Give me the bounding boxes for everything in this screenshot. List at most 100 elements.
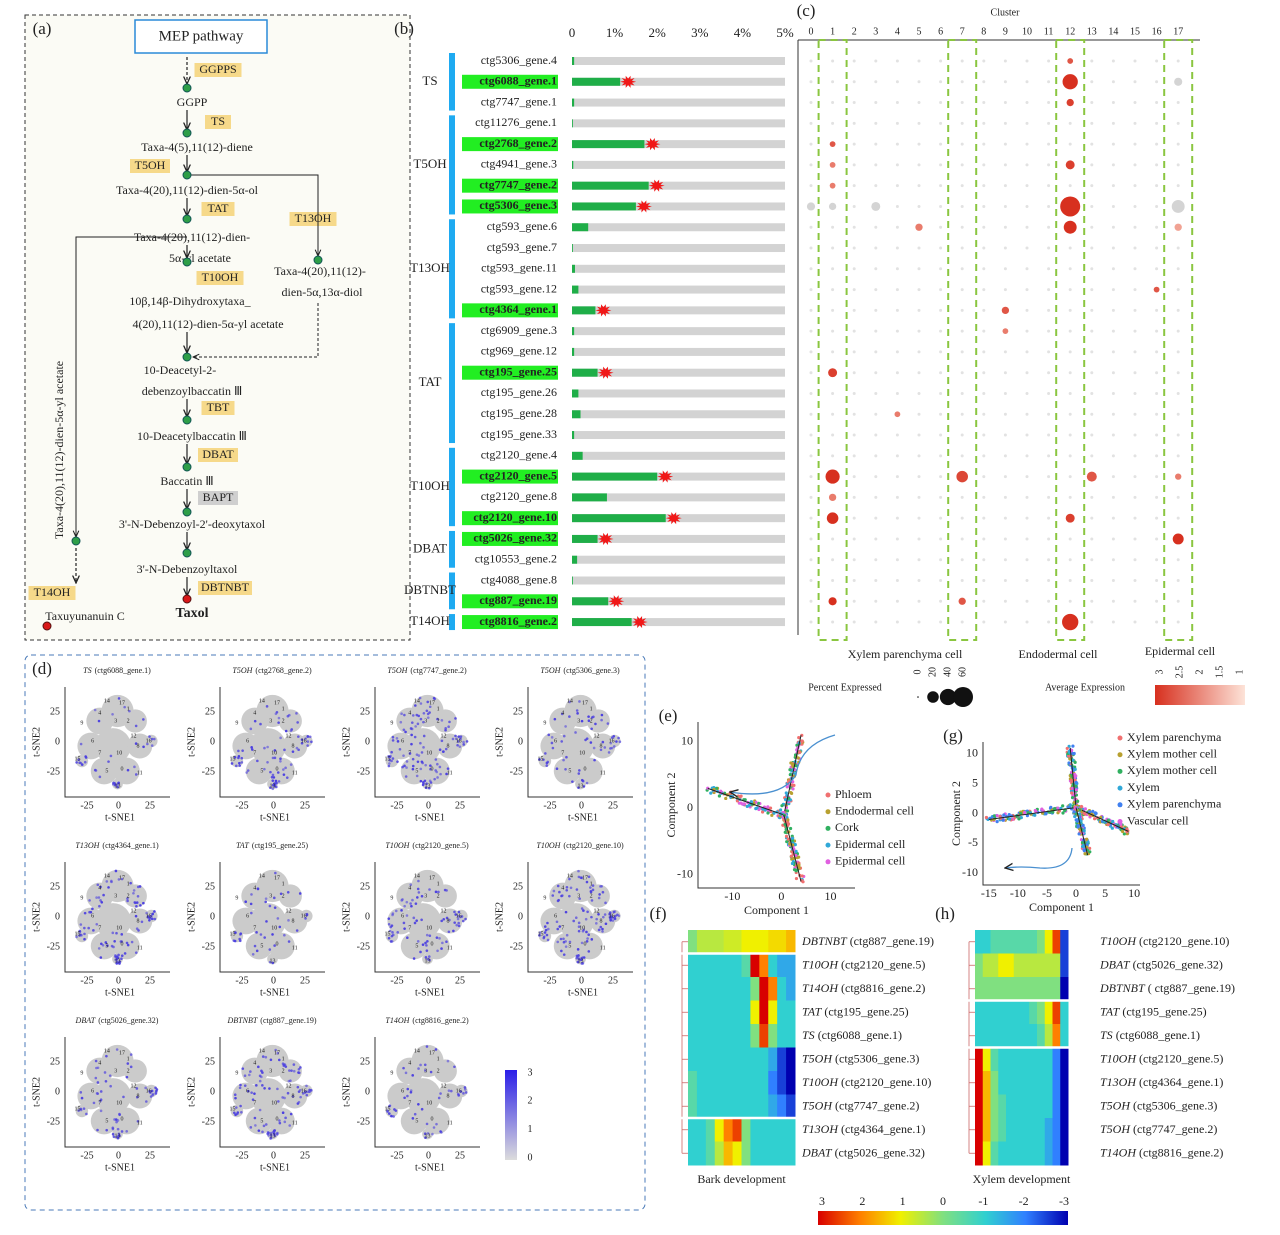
background-dot bbox=[1176, 620, 1180, 624]
group-label: T10OH bbox=[410, 478, 450, 493]
background-dot bbox=[852, 620, 856, 624]
gene-id: (ctg5306_gene.3) bbox=[563, 666, 620, 675]
cell-dot bbox=[254, 1124, 257, 1127]
enzyme-highlight bbox=[198, 581, 252, 595]
cluster-label: 3 bbox=[424, 893, 427, 899]
cell-dot bbox=[417, 879, 420, 883]
background-dot bbox=[1176, 101, 1180, 105]
row-label: T5OH (ctg5306_gene.3) bbox=[802, 1051, 919, 1065]
axis-line bbox=[219, 862, 325, 973]
cluster-highlight bbox=[1055, 39, 1086, 641]
cell-dot bbox=[1052, 807, 1057, 811]
cell-dot bbox=[239, 1083, 242, 1087]
x-tick-label: 3% bbox=[691, 25, 709, 40]
background-dot bbox=[939, 288, 943, 292]
gene-highlight bbox=[462, 469, 558, 484]
background-dot bbox=[1155, 537, 1159, 541]
enzyme-highlight bbox=[198, 491, 238, 505]
cell-dot bbox=[1056, 806, 1060, 810]
compound: Taxa-4(5),11(12)-diene bbox=[141, 140, 253, 154]
cluster-label: 14 bbox=[414, 873, 420, 879]
cluster-label: 9 bbox=[80, 720, 83, 726]
cluster-highlight bbox=[1163, 39, 1194, 641]
background-dot bbox=[809, 537, 813, 541]
background-dot bbox=[895, 184, 899, 188]
heat-cell bbox=[1044, 1094, 1053, 1119]
cell-dot bbox=[454, 737, 458, 741]
cell-dot bbox=[250, 1091, 253, 1094]
cell-dot bbox=[309, 1089, 313, 1092]
cell-dot bbox=[1091, 809, 1095, 813]
cell-cloud bbox=[400, 757, 428, 785]
cell-dot bbox=[616, 913, 619, 917]
background-dot bbox=[874, 454, 878, 458]
cell-dot bbox=[456, 743, 459, 747]
background-dot bbox=[809, 495, 813, 499]
background-dot bbox=[982, 329, 986, 333]
background-dot bbox=[982, 620, 986, 624]
background-dot bbox=[917, 454, 921, 458]
cluster-label: 0 bbox=[430, 766, 433, 772]
y-tick-label: 25 bbox=[360, 881, 370, 892]
bar bbox=[572, 389, 579, 398]
cluster-label: 4 bbox=[408, 1060, 411, 1066]
cluster-label: 7 bbox=[98, 1100, 101, 1106]
cell-dot bbox=[755, 806, 759, 810]
cell-dot bbox=[791, 787, 795, 791]
heat-cell bbox=[1013, 1024, 1022, 1048]
bar bbox=[572, 368, 598, 377]
legend-label: 40 bbox=[942, 667, 953, 677]
start-node: MEP pathway bbox=[159, 28, 244, 44]
cell-dot bbox=[263, 1086, 266, 1090]
background-dot bbox=[1003, 412, 1007, 416]
background-dot bbox=[1111, 475, 1115, 479]
background-dot bbox=[982, 454, 986, 458]
background-dot bbox=[874, 599, 878, 603]
heat-cell bbox=[1006, 1118, 1015, 1142]
axis-line bbox=[527, 687, 633, 798]
cluster-label: 15 bbox=[384, 756, 390, 762]
heat-cell bbox=[1060, 1000, 1069, 1025]
cell-dot bbox=[400, 909, 403, 912]
background-dot bbox=[1047, 516, 1051, 520]
background-dot bbox=[1003, 599, 1007, 603]
background-dot bbox=[1068, 537, 1072, 541]
cluster-label: 7 bbox=[960, 26, 965, 37]
background-dot bbox=[1003, 516, 1007, 520]
bar bbox=[572, 285, 579, 294]
cluster-label: 12 bbox=[286, 908, 292, 914]
cell-dot bbox=[78, 930, 82, 933]
cell-dot bbox=[278, 1121, 282, 1125]
cell-dot bbox=[1077, 832, 1081, 836]
heat-cell bbox=[975, 1000, 984, 1025]
cell-dot bbox=[391, 931, 394, 934]
background-dot bbox=[874, 433, 878, 437]
heat-cell bbox=[750, 930, 760, 954]
cluster-label: 10 bbox=[116, 925, 122, 931]
background-dot bbox=[917, 288, 921, 292]
background-dot bbox=[917, 80, 921, 84]
cell-dot bbox=[582, 909, 585, 912]
y-tick-label: -25 bbox=[510, 941, 523, 952]
cell-dot bbox=[555, 920, 559, 924]
gene-id: (ctg7747_gene.2) bbox=[410, 666, 467, 675]
cell-cloud bbox=[558, 728, 594, 764]
cell-dot bbox=[134, 724, 138, 728]
background-dot bbox=[939, 558, 943, 562]
cluster-label: 4 bbox=[408, 710, 411, 716]
cell-dot bbox=[576, 712, 579, 715]
background-dot bbox=[960, 101, 964, 105]
cell-dot bbox=[145, 911, 148, 915]
background-dot bbox=[1176, 495, 1180, 499]
bar bbox=[572, 514, 666, 523]
background-dot bbox=[1068, 412, 1072, 416]
cluster-label: 8 bbox=[291, 743, 294, 749]
x-axis-label: t-SNE1 bbox=[415, 1162, 445, 1173]
heat-cell bbox=[982, 1141, 991, 1166]
cell-dot bbox=[1085, 837, 1089, 841]
heat-cell bbox=[786, 1000, 796, 1025]
enzyme: T13OH bbox=[295, 211, 332, 225]
cell-dot bbox=[153, 917, 157, 921]
cell-dot bbox=[760, 810, 765, 814]
cluster-label: 15 bbox=[229, 931, 235, 937]
